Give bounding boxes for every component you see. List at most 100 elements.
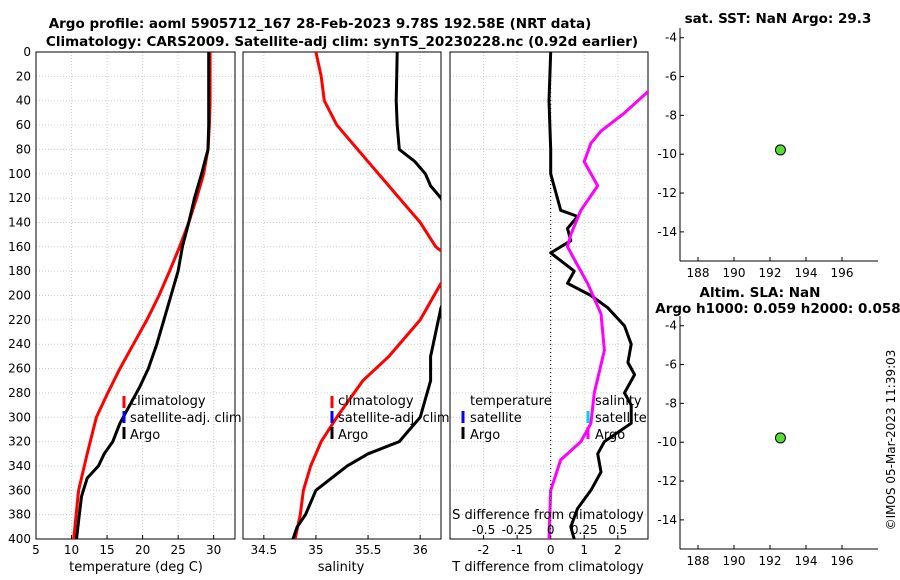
x-tick-label: -2 — [478, 543, 490, 557]
diff-xlabel-s: S difference from climatology — [452, 508, 644, 523]
y-tick-label: 400 — [8, 532, 31, 546]
x-tick-label: 10 — [64, 543, 79, 557]
temp-legend-satellite: satellite-adj. clim — [130, 411, 242, 426]
axes-frame — [242, 51, 442, 540]
y-tick-label: 280 — [8, 386, 31, 400]
y-tick-label: 100 — [8, 167, 31, 181]
map-y-tick-label: -14 — [657, 513, 677, 527]
map-y-tick-label: -12 — [657, 474, 677, 488]
diff-legend-temperature: temperature — [470, 394, 552, 409]
y-tick-label: 360 — [8, 483, 31, 497]
diff-legend-salinity: salinity — [595, 394, 642, 409]
salinity-panel: 34.5 35 35.5 36 — [242, 51, 442, 557]
series-line-climatology — [293, 52, 441, 539]
diff-legend-t-argo: Argo — [470, 428, 500, 443]
sst-map-panel: -4 -6 -8 -10 -12 -14 188 190 192 194 196 — [657, 28, 878, 280]
map-y-tick-label: -8 — [665, 108, 677, 122]
map-y-tick-label: -12 — [657, 186, 677, 200]
diff-legend-s-satellite: satellite — [595, 411, 647, 426]
temperature-panel: 5 10 15 20 25 3002040608010012014016018020022… — [8, 45, 236, 557]
x-tick-label: 36 — [413, 543, 428, 557]
temp-legend-climatology: climatology — [130, 394, 206, 409]
map-y-tick-label: -8 — [665, 396, 677, 410]
difference-panel: -2 -1 0 1 2 -0.5 -0.25 0 0.25 0.5 — [449, 51, 649, 557]
y-tick-label: 80 — [16, 142, 31, 156]
y-tick-label: 260 — [8, 362, 31, 376]
sal-legend-climatology: climatology — [338, 394, 414, 409]
sla-title-line1: Altim. SLA: NaN — [700, 285, 821, 301]
y-tick-label: 200 — [8, 289, 31, 303]
argo-location-marker — [774, 144, 786, 156]
map-y-tick-label: -4 — [665, 319, 677, 333]
x-tick-label: 30 — [206, 543, 221, 557]
sal-legend-satellite: satellite-adj. clim — [338, 411, 450, 426]
sla-map-panel: -4 -6 -8 -10 -12 -14 188 190 192 194 196 — [657, 316, 878, 568]
axes-frame — [35, 51, 236, 540]
y-tick-label: 340 — [8, 459, 31, 473]
x-tick-label: 25 — [171, 543, 186, 557]
series-line-s-diff-argo — [547, 89, 648, 539]
x-tick-label-salinity: 0 — [547, 523, 555, 537]
sal-legend-argo: Argo — [338, 428, 368, 443]
x-tick-label-salinity: -0.5 — [472, 523, 495, 537]
y-tick-label: 240 — [8, 337, 31, 351]
x-tick-label: 35 — [308, 543, 323, 557]
x-tick-label-salinity: -0.25 — [502, 523, 533, 537]
diff-legend-s-argo: Argo — [595, 428, 625, 443]
sst-title: sat. SST: NaN Argo: 29.3 — [685, 11, 872, 27]
y-tick-label: 220 — [8, 313, 31, 327]
y-tick-label: 160 — [8, 240, 31, 254]
map-x-tick-label: 188 — [687, 554, 710, 568]
y-tick-label: 300 — [8, 410, 31, 424]
x-tick-label-salinity: 0.25 — [571, 523, 598, 537]
map-x-tick-label: 194 — [795, 554, 818, 568]
salinity-xlabel: salinity — [318, 560, 365, 575]
x-tick-label: 1 — [580, 543, 588, 557]
map-y-tick-label: -6 — [665, 70, 677, 84]
map-x-tick-label: 190 — [723, 554, 746, 568]
x-tick-label: 20 — [135, 543, 150, 557]
map-y-tick-label: -4 — [665, 31, 677, 45]
x-tick-label: 35.5 — [355, 543, 382, 557]
x-tick-label-salinity: 0.5 — [608, 523, 627, 537]
y-tick-label: 120 — [8, 191, 31, 205]
series-line-argo — [291, 52, 441, 539]
main-title-line2: Climatology: CARS2009. Satellite-adj cli… — [46, 34, 638, 50]
map-x-tick-label: 192 — [759, 266, 782, 280]
imos-stamp: ©IMOS 05-Mar-2023 11:39:03 — [884, 350, 898, 531]
series-line-t-diff-argo — [547, 52, 637, 539]
x-tick-label: -1 — [511, 543, 523, 557]
map-y-tick-label: -10 — [657, 147, 677, 161]
y-tick-label: 320 — [8, 435, 31, 449]
y-tick-label: 380 — [8, 508, 31, 522]
x-tick-label: 34.5 — [250, 543, 277, 557]
temp-legend-argo: Argo — [130, 428, 160, 443]
map-x-tick-label: 190 — [723, 266, 746, 280]
main-title-line1: Argo profile: aoml 5905712_167 28-Feb-20… — [49, 16, 592, 32]
y-tick-label: 0 — [23, 45, 31, 59]
y-tick-label: 60 — [16, 118, 31, 132]
map-x-tick-label: 194 — [795, 266, 818, 280]
map-x-tick-label: 196 — [831, 554, 854, 568]
y-tick-label: 20 — [16, 69, 31, 83]
argo-location-marker — [774, 432, 786, 444]
x-tick-label: 2 — [614, 543, 622, 557]
map-y-tick-label: -14 — [657, 225, 677, 239]
map-x-tick-label: 188 — [687, 266, 710, 280]
map-y-tick-label: -10 — [657, 435, 677, 449]
map-x-tick-label: 196 — [831, 266, 854, 280]
y-tick-label: 40 — [16, 94, 31, 108]
temperature-xlabel: temperature (deg C) — [69, 560, 203, 575]
diff-legend-t-satellite: satellite — [470, 411, 522, 426]
series-line-argo — [75, 52, 211, 539]
x-tick-label: 0 — [547, 543, 555, 557]
map-y-tick-label: -6 — [665, 358, 677, 372]
map-x-tick-label: 192 — [759, 554, 782, 568]
diff-xlabel-t: T difference from climatology — [451, 560, 644, 575]
sla-title-line2: Argo h1000: 0.059 h2000: 0.058 — [655, 301, 900, 317]
x-tick-label: 5 — [32, 543, 40, 557]
y-tick-label: 140 — [8, 215, 31, 229]
y-tick-label: 180 — [8, 264, 31, 278]
x-tick-label: 15 — [99, 543, 114, 557]
